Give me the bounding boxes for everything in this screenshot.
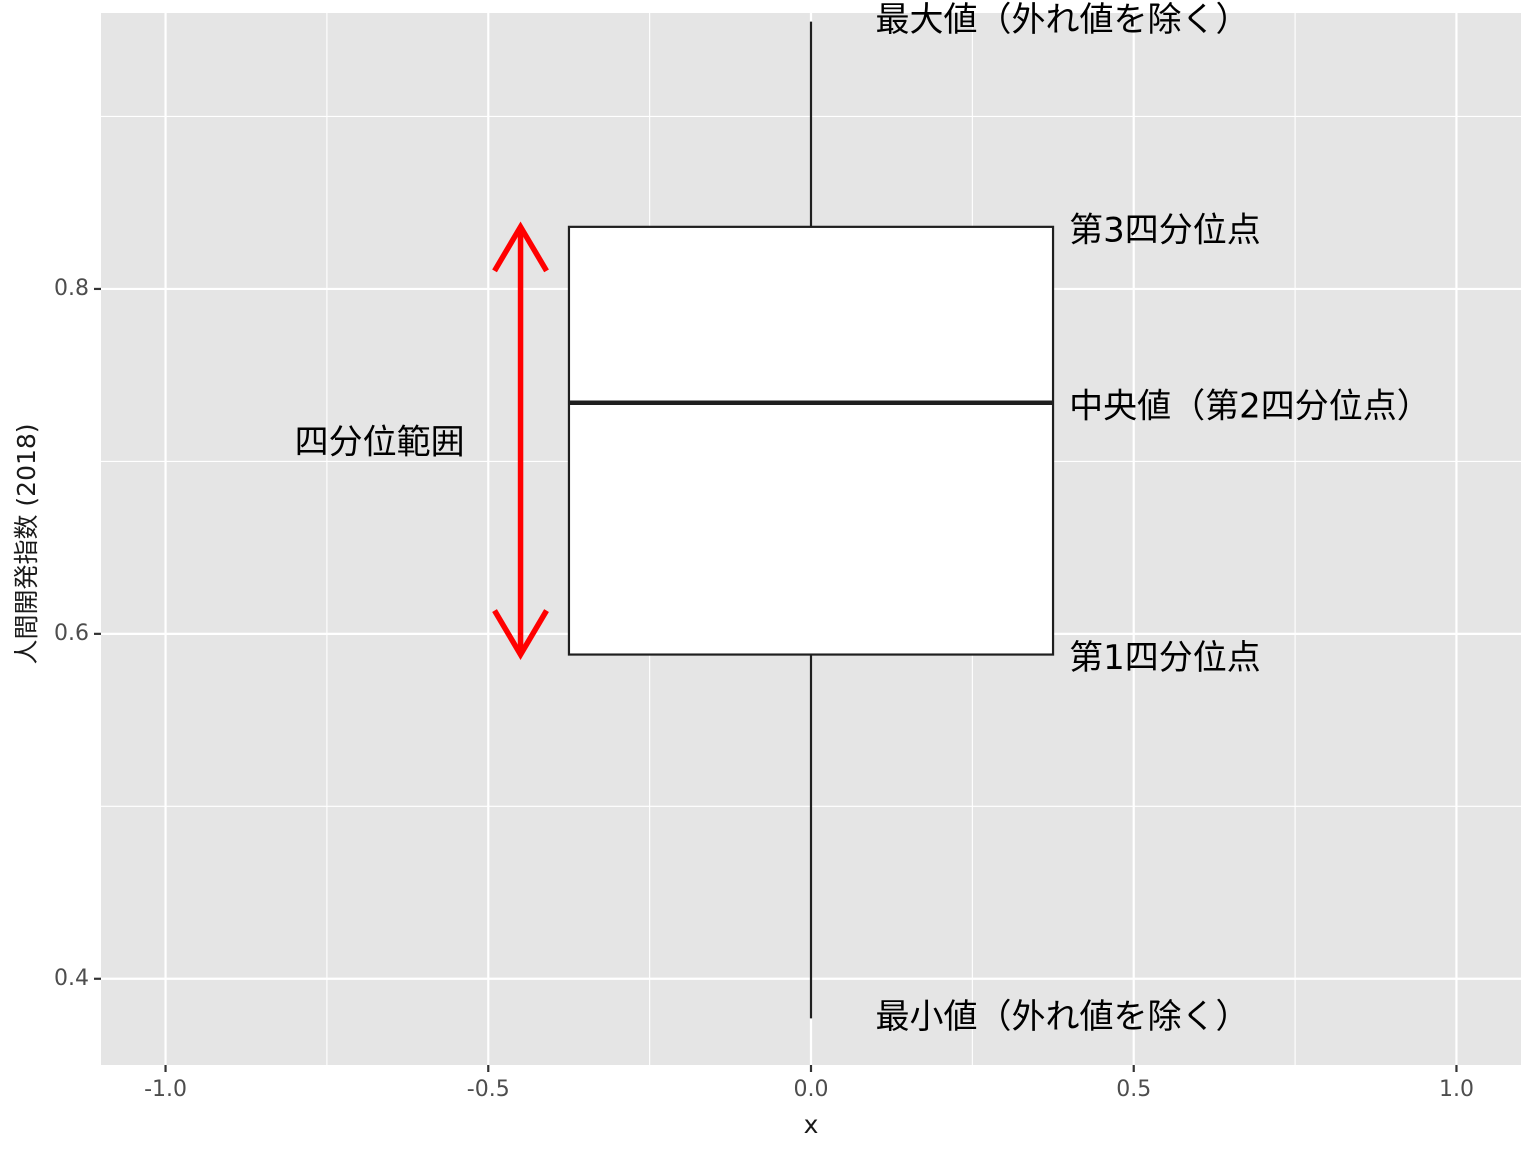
annotation-label: 中央値（第2四分位点） <box>1069 386 1431 426</box>
annotation-label: 四分位範囲 <box>295 423 465 463</box>
y-tick-label: 0.4 <box>54 966 89 991</box>
annotation-label: 第1四分位点 <box>1069 638 1261 678</box>
x-axis: -1.0 -0.5 0.0 0.5 1.0 <box>144 1065 1474 1102</box>
annotation-label: 最小値（外れ値を除く） <box>876 997 1250 1037</box>
annotation-label: 最大値（外れ値を除く） <box>876 0 1250 40</box>
arrow-head-bottom <box>492 609 549 660</box>
annotation-label: 第3四分位点 <box>1069 211 1261 251</box>
y-tick-label: 0.6 <box>54 621 89 646</box>
x-axis-title: x <box>804 1110 819 1139</box>
iqr-arrow <box>492 221 549 660</box>
x-tick-label: -1.0 <box>144 1077 187 1102</box>
arrow-head-top <box>492 221 549 273</box>
x-tick-label: -0.5 <box>467 1077 510 1102</box>
box-iqr <box>567 225 1055 656</box>
x-tick-label: 1.0 <box>1439 1077 1474 1102</box>
x-tick-label: 0.0 <box>794 1077 829 1102</box>
y-axis-title: 人間開発指数 (2018) <box>12 423 41 664</box>
y-axis: 0.4 0.6 0.8 <box>54 276 101 991</box>
y-tick-label: 0.8 <box>54 276 89 301</box>
x-tick-label: 0.5 <box>1116 1077 1151 1102</box>
box <box>567 225 1055 656</box>
